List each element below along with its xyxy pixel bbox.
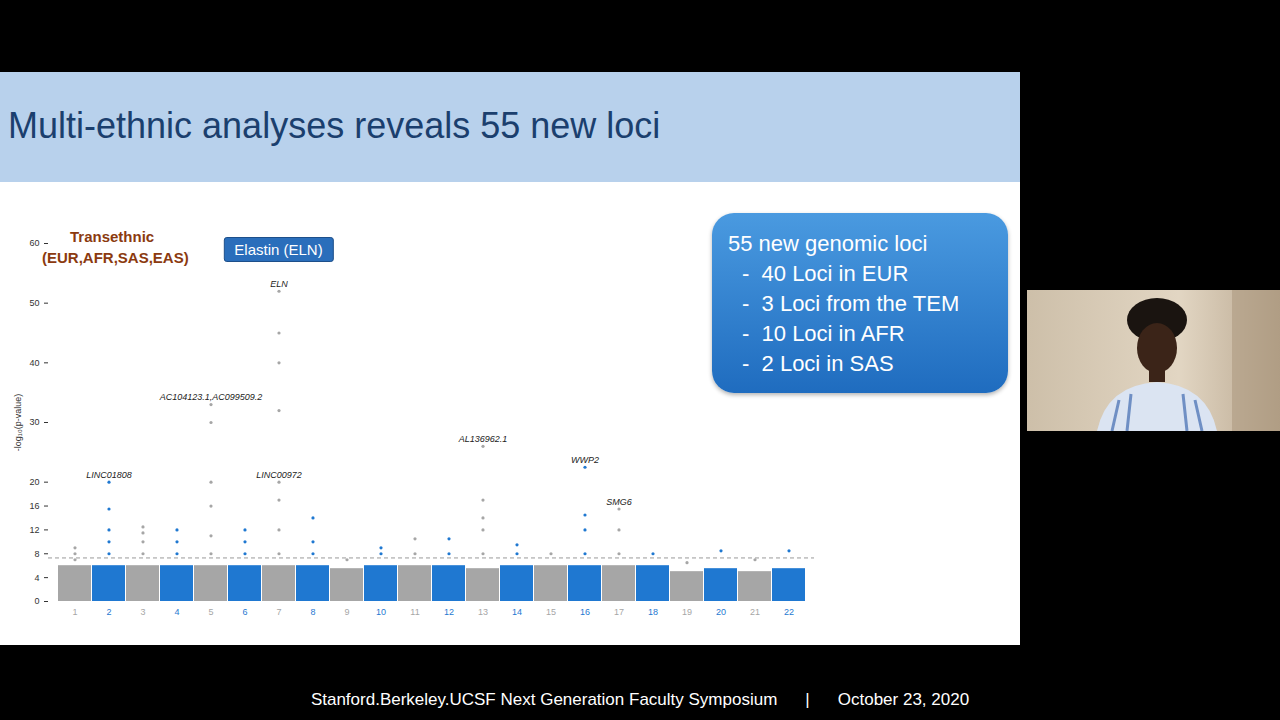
svg-text:WWP2: WWP2 [571,455,599,465]
svg-text:14: 14 [512,607,522,617]
html-text:Multi-ethnic analyses reveals: Multi-ethnic analyses reveals 55 new loc… [8,105,661,146]
svg-text:ELN: ELN [270,279,288,289]
html-text:- 40 Loci in EUR: - 40 Loci in EUR [742,261,909,286]
svg-text:19: 19 [682,607,692,617]
svg-text:12: 12 [29,525,39,535]
html-text:- 10 Loci in AFR: - 10 Loci in AFR [742,321,905,346]
svg-text:4: 4 [34,573,39,583]
svg-text:40: 40 [29,358,39,368]
svg-text:15: 15 [546,607,556,617]
html-text:October 23, 2020: October 23, 2020 [837,690,970,709]
svg-text:60: 60 [29,238,39,248]
svg-text:22: 22 [784,607,794,617]
svg-text:7: 7 [276,607,281,617]
html-text:Elastin (ELN): Elastin (ELN) [234,241,323,258]
svg-text:0: 0 [34,596,39,606]
html-text:Transethnic: Transethnic [70,228,155,245]
svg-text:AC104123.1,AC099509.2: AC104123.1,AC099509.2 [159,392,263,402]
svg-text:8: 8 [34,549,39,559]
svg-text:4: 4 [174,607,179,617]
svg-text:SMG6: SMG6 [606,497,632,507]
svg-text:16: 16 [29,501,39,511]
svg-text:10: 10 [376,607,386,617]
svg-text:16: 16 [580,607,590,617]
svg-text:6: 6 [242,607,247,617]
svg-text:1: 1 [72,607,77,617]
svg-text:30: 30 [29,417,39,427]
svg-text:12: 12 [444,607,454,617]
svg-text:50: 50 [29,298,39,308]
svg-text:LINC00972: LINC00972 [256,470,302,480]
svg-text:8: 8 [310,607,315,617]
svg-text:9: 9 [344,607,349,617]
svg-text:LINC01808: LINC01808 [86,470,132,480]
svg-text:18: 18 [648,607,658,617]
svg-text:2: 2 [106,607,111,617]
svg-text:20: 20 [716,607,726,617]
html-text:- 3 Loci from the TEM: - 3 Loci from the TEM [742,291,960,316]
html-text:Stanford.Berkeley.UCSF Next Ge: Stanford.Berkeley.UCSF Next Generation F… [310,690,778,709]
svg-text:-log₁₀(p-value): -log₁₀(p-value) [13,394,23,451]
svg-text:5: 5 [208,607,213,617]
html-text:- 2 Loci in SAS: - 2 Loci in SAS [742,351,894,376]
svg-text:3: 3 [140,607,145,617]
svg-text:20: 20 [29,477,39,487]
svg-text:13: 13 [478,607,488,617]
html-text:(EUR,AFR,SAS,EAS): (EUR,AFR,SAS,EAS) [42,249,189,266]
svg-text:11: 11 [410,607,419,617]
svg-text:17: 17 [614,607,624,617]
html-text:55 new genomic loci: 55 new genomic loci [728,231,928,256]
svg-text:AL136962.1: AL136962.1 [458,434,508,444]
svg-text:21: 21 [750,607,760,617]
